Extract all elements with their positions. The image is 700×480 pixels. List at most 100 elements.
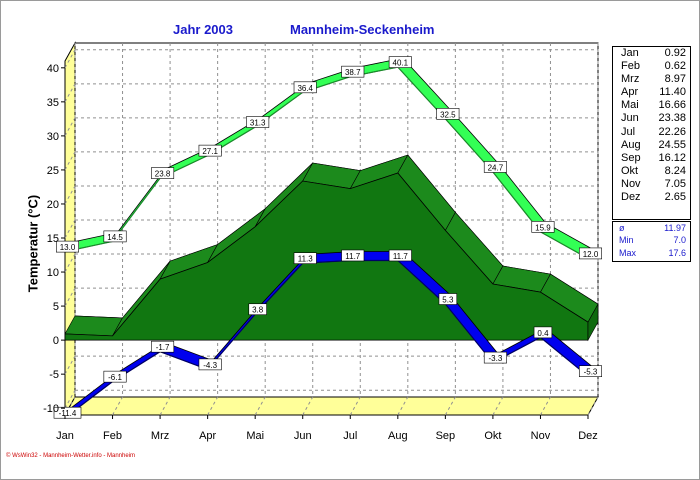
data-label-box — [151, 167, 175, 179]
monthly-mean-row: Nov 7.05 — [613, 178, 690, 191]
monthly-mean-value: 22.26 — [658, 125, 686, 138]
monthly-mean-month: Nov — [621, 177, 641, 190]
floor-wall — [64, 396, 599, 416]
y-tick-label: -10 — [43, 403, 59, 415]
data-label: 31.3 — [250, 119, 266, 128]
monthly-mean-row: Jan 0.92 — [613, 47, 690, 60]
data-label: 12.0 — [583, 250, 599, 259]
y-tick-label: 40 — [47, 63, 59, 75]
y-tick-label: -5 — [49, 369, 59, 381]
data-label-box — [246, 116, 270, 128]
monthly-mean-value: 8.97 — [664, 73, 686, 86]
chart-title-year: Jahr 2003 — [173, 22, 233, 37]
monthly-mean-value: 16.12 — [658, 151, 686, 164]
data-label-box — [55, 240, 79, 253]
monthly-mean-month: Apr — [621, 86, 639, 99]
data-label: 5.3 — [442, 296, 454, 305]
x-tick-label: Jan — [56, 430, 74, 442]
monthly-mean-value: 0.92 — [664, 47, 686, 59]
data-label-box — [53, 406, 82, 419]
monthly-mean-month: Mai — [621, 99, 639, 112]
monthly-mean-row: Feb 0.62 — [613, 60, 690, 73]
y-tick-label: 0 — [53, 335, 59, 347]
data-label-box — [483, 161, 507, 173]
x-tick-label: Sep — [436, 430, 456, 442]
monthly-mean-month: Aug — [621, 138, 641, 151]
y-tick-label: 20 — [47, 199, 59, 211]
monthly-mean-row: Jul 22.26 — [613, 126, 690, 139]
monthly-mean-value: 23.38 — [658, 112, 686, 125]
data-label-box — [531, 221, 555, 233]
data-label: 27.1 — [202, 147, 218, 156]
stat-label: ø — [619, 223, 625, 233]
data-label-box — [341, 249, 365, 262]
monthly-mean-month: Okt — [621, 164, 639, 177]
monthly-mean-row: Jun 23.38 — [613, 112, 690, 125]
data-label-box — [293, 81, 317, 94]
data-label: 3.8 — [252, 306, 264, 315]
axis-ticks: -10 -5 0 5 10 15 20 25 30 35 40 Jan Feb Mrz Apr Mai Jun J… — [43, 63, 598, 442]
data-label-box — [438, 293, 458, 305]
data-labels: 13.0 14.5 23.8 27.1 31.3 36.4 38.7 40.1 32.5 24.7… — [53, 56, 602, 419]
stat-value: 17.6 — [668, 247, 686, 258]
x-tick-label: Jun — [294, 430, 312, 442]
stat-row: ø 11.97 — [613, 222, 690, 234]
monthly-means-panel: Jan 0.92 Feb 0.62 Mrz 8.97 Apr 11.40 Mai 16.66 Jun… — [612, 46, 691, 220]
data-label: 24.7 — [488, 163, 504, 172]
mean-area-cap — [587, 302, 599, 342]
monthly-mean-row: Mrz 8.97 — [613, 73, 690, 86]
monthly-mean-month: Jun — [621, 112, 639, 125]
data-label: 32.5 — [440, 110, 456, 119]
monthly-mean-value: 8.24 — [664, 164, 686, 177]
monthly-mean-value: 7.05 — [664, 177, 686, 190]
y-tick-label: 5 — [53, 301, 59, 313]
data-label-box — [103, 230, 127, 243]
data-label-box — [198, 144, 222, 157]
monthly-mean-row: Aug 24.55 — [613, 139, 690, 152]
data-label-box — [578, 247, 602, 260]
credit-text: © WsWin32 - Mannheim-Wetter.info - Mannh… — [6, 453, 136, 459]
data-label: 15.9 — [535, 223, 551, 232]
x-tick-label: Aug — [388, 430, 408, 442]
left-wall — [64, 41, 76, 417]
x-tick-label: Feb — [103, 430, 122, 442]
data-label-box — [436, 108, 460, 120]
monthly-mean-value: 0.62 — [664, 60, 686, 73]
data-label-box — [341, 65, 365, 78]
data-label-box — [388, 56, 412, 68]
monthly-mean-row: Okt 8.24 — [613, 165, 690, 178]
min-band-edge — [397, 260, 446, 305]
data-label: -3.3 — [489, 354, 503, 363]
data-label: 40.1 — [393, 59, 409, 68]
data-label-box — [151, 340, 175, 353]
monthly-mean-month: Mrz — [621, 73, 640, 86]
monthly-mean-value: 24.55 — [658, 138, 686, 151]
monthly-mean-row: Dez 2.65 — [613, 191, 690, 204]
stat-label: Min — [619, 235, 634, 246]
monthly-mean-month: Sep — [621, 151, 641, 164]
y-tick-label: 10 — [47, 267, 59, 279]
y-tick-label: 15 — [47, 233, 59, 245]
data-label: -11.4 — [59, 409, 77, 418]
x-tick-label: Jul — [343, 430, 357, 442]
stat-label: Max — [619, 247, 637, 258]
data-label-box — [248, 303, 267, 316]
stats-panel: ø 11.97 Min 7.0 Max 17.6 — [612, 221, 691, 262]
data-label-box — [103, 370, 127, 383]
data-label: -6.1 — [108, 373, 122, 382]
data-label: 0.4 — [537, 329, 549, 338]
monthly-mean-month: Dez — [621, 191, 641, 204]
data-label: 23.8 — [155, 170, 171, 179]
stat-value: 11.97 — [664, 223, 686, 233]
data-label-box — [198, 358, 222, 371]
data-label: -1.7 — [156, 343, 170, 352]
data-label: 38.7 — [345, 68, 361, 77]
monthly-mean-month: Feb — [621, 60, 640, 73]
data-label: 11.3 — [298, 255, 314, 264]
monthly-mean-month: Jul — [621, 125, 636, 138]
monthly-mean-row: Sep 16.12 — [613, 152, 690, 165]
x-tick-label: Mai — [246, 430, 264, 442]
data-label: 11.7 — [393, 252, 409, 261]
data-label: -5.3 — [584, 368, 598, 377]
